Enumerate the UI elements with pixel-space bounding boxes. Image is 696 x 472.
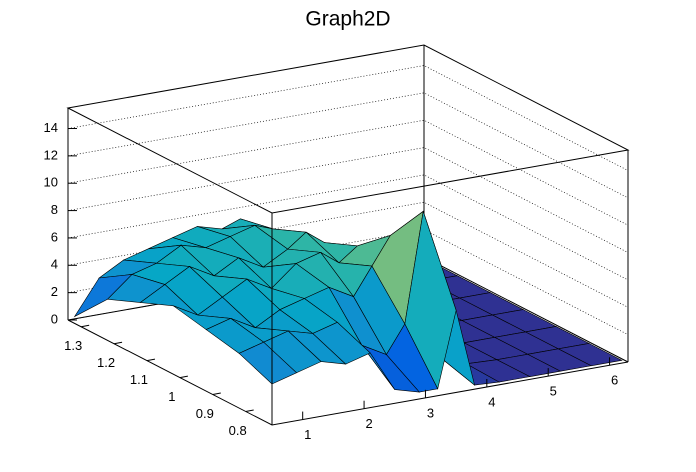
z-tick-label: 12	[44, 147, 58, 162]
y-tick-label: 1	[168, 389, 175, 404]
x-tick-label: 3	[427, 405, 434, 420]
y-tick-label: 0.9	[196, 406, 214, 421]
y-tick	[212, 392, 221, 396]
y-tick-label: 1.2	[97, 355, 115, 370]
y-tick-label: 0.8	[229, 423, 247, 438]
surface	[73, 210, 623, 393]
x-tick-label: 6	[611, 373, 618, 388]
y-tick-label: 1.1	[130, 372, 148, 387]
grid-line	[67, 65, 629, 171]
grid-line	[67, 92, 629, 199]
z-tick-label: 2	[51, 284, 58, 299]
grid-line	[67, 147, 629, 253]
z-tick-label: 4	[51, 257, 58, 272]
x-tick-label: 4	[488, 394, 495, 409]
y-tick	[81, 324, 90, 328]
chart-title: Graph2D	[305, 8, 390, 31]
z-tick-label: 8	[51, 202, 58, 217]
floor-front-edge	[67, 319, 629, 426]
y-tick	[179, 375, 188, 379]
z-tick-label: 6	[51, 229, 58, 244]
grid-line	[67, 174, 629, 281]
x-tick-label: 1	[304, 427, 311, 442]
y-tick-label: 1.3	[64, 338, 82, 353]
y-tick	[113, 341, 123, 345]
x-tick-label: 2	[365, 416, 372, 431]
top-edge	[66, 44, 630, 214]
z-tick-label: 10	[44, 175, 58, 190]
box-front	[67, 213, 629, 426]
x-tick-label: 5	[550, 384, 557, 399]
grid-line	[67, 119, 629, 226]
z-tick-label: 0	[51, 311, 58, 326]
z-tick-label: 14	[44, 120, 58, 135]
surface-cell	[238, 341, 298, 385]
y-tick	[245, 409, 254, 412]
y-tick	[146, 358, 156, 362]
